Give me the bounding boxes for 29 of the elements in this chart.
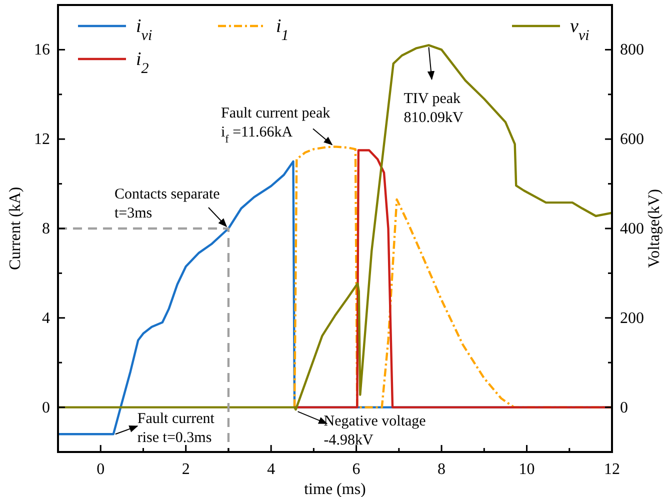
legend-label: i$_{1}$ bbox=[276, 16, 289, 44]
y-axis-title: Current (kA) bbox=[7, 186, 24, 270]
y-tick-label: 16 bbox=[34, 42, 50, 59]
y-tick-label: 12 bbox=[34, 131, 50, 148]
x-tick-label: 8 bbox=[438, 461, 446, 478]
y2-tick-label: 0 bbox=[620, 399, 628, 416]
y2-tick-label: 400 bbox=[620, 220, 644, 238]
x-tick-label: 6 bbox=[352, 461, 360, 478]
y2-tick-label: 200 bbox=[620, 310, 644, 327]
x-tick-label: 12 bbox=[604, 461, 620, 478]
x-tick-label: 4 bbox=[267, 461, 276, 478]
annotation: Negative voltage -4.98kV bbox=[324, 414, 426, 449]
annotation: Fault current rise t=0.3ms bbox=[137, 411, 216, 446]
y2-tick-label: 800 bbox=[620, 42, 644, 59]
x-tick-label: 10 bbox=[518, 461, 535, 478]
x-tick-label: 2 bbox=[182, 461, 190, 478]
line-series bbox=[58, 44, 612, 411]
y-tick-label: 4 bbox=[42, 310, 50, 327]
annotation: Fault current peak i$_{f}$ =11.66kA bbox=[221, 106, 331, 146]
annotation: Contacts separate t=3ms bbox=[114, 186, 220, 222]
y2-axis-title: Voltage(kV) bbox=[646, 189, 663, 268]
y-tick-label: 8 bbox=[42, 220, 50, 238]
y-tick-label: 0 bbox=[42, 399, 50, 416]
y2-tick-label: 600 bbox=[620, 131, 644, 148]
annotation: TIV peak 810.09kV bbox=[404, 91, 464, 126]
legend-label: i$_{vi}$ bbox=[136, 16, 152, 44]
legend-label: v$_{vi}$ bbox=[570, 16, 590, 44]
x-tick-label: 0 bbox=[96, 461, 105, 478]
legend-label: i$_{2}$ bbox=[136, 49, 150, 77]
